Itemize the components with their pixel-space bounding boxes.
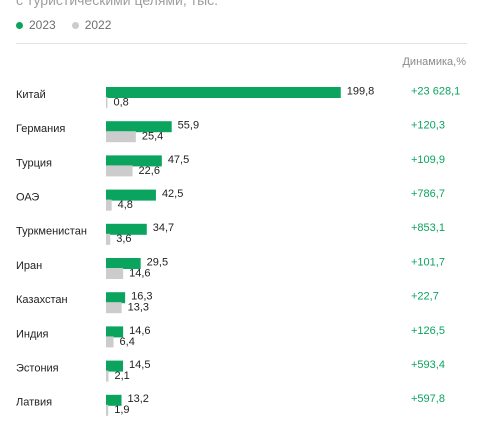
change-column-header: Динамика,%: [402, 56, 466, 68]
category-label-1: Германия: [16, 123, 65, 135]
category-label-4: Туркменистан: [16, 226, 87, 238]
bar-2023-row-5: [106, 258, 141, 269]
change-label-row-6: +22,7: [411, 291, 439, 303]
bar-2023-row-8: [106, 360, 124, 372]
bar-2023-row-1: [106, 121, 172, 133]
value-label-2023-row-0: 199,8: [347, 85, 375, 97]
category-label-0: Китай: [16, 89, 46, 101]
value-label-2022-row-0: 0,8: [114, 96, 129, 108]
value-label-2022-row-2: 22,6: [139, 165, 160, 177]
value-label-2022-row-9: 1,9: [114, 404, 129, 416]
change-label-row-9: +597,8: [411, 393, 445, 405]
bar-2022-row-9: [106, 404, 109, 416]
category-label-7: Индия: [16, 328, 49, 340]
bar-2023-row-9: [106, 394, 122, 406]
category-label-2: Турция: [16, 157, 52, 169]
bar-2023-row-4: [106, 223, 147, 235]
legend-dot-2023: [16, 21, 23, 29]
bar-2022-row-3: [106, 199, 112, 211]
header-divider: [16, 43, 467, 44]
change-label-row-1: +120,3: [411, 120, 445, 132]
value-label-2023-row-3: 42,5: [162, 188, 183, 200]
change-label-row-7: +126,5: [411, 325, 445, 337]
category-label-3: ОАЭ: [16, 192, 39, 204]
value-label-2023-row-7: 14,6: [129, 325, 150, 337]
value-label-2022-row-8: 2,1: [114, 370, 129, 382]
bar-2023-row-6: [106, 292, 126, 304]
legend-item-2022: 2022: [71, 18, 112, 32]
category-label-6: Казахстан: [16, 294, 68, 306]
value-label-2022-row-1: 25,4: [142, 131, 163, 143]
value-label-2023-row-9: 13,2: [128, 393, 149, 405]
legend-label-2023: 2023: [29, 18, 56, 32]
change-label-row-0: +23 628,1: [411, 85, 460, 97]
chart-subtitle: с туристическими целями, тыс.: [16, 0, 219, 8]
bar-2022-row-7: [106, 336, 114, 348]
bar-2023-row-7: [106, 326, 124, 338]
value-label-2023-row-6: 16,3: [131, 291, 152, 303]
change-label-row-8: +593,4: [411, 359, 445, 371]
value-label-2022-row-3: 4,8: [118, 199, 133, 211]
bar-2023-row-3: [106, 189, 156, 201]
value-label-2023-row-4: 34,7: [153, 222, 174, 234]
legend-label-2022: 2022: [84, 18, 112, 32]
value-label-2023-row-1: 55,9: [178, 120, 199, 132]
legend-item-2023: 2023: [16, 18, 56, 32]
bar-2023-row-2: [106, 155, 162, 167]
change-label-row-4: +853,1: [411, 222, 445, 234]
legend-dot-2022: [71, 21, 79, 29]
bar-2022-row-4: [106, 233, 111, 245]
bar-2022-row-2: [106, 165, 133, 177]
value-label-2022-row-6: 13,3: [128, 302, 149, 314]
change-label-row-2: +109,9: [411, 154, 445, 166]
value-label-2023-row-2: 47,5: [168, 154, 189, 166]
category-label-9: Латвия: [16, 397, 52, 409]
bar-2023-row-0: [106, 87, 341, 98]
bar-2022-row-0: [106, 97, 108, 108]
value-label-2022-row-7: 6,4: [120, 336, 135, 348]
change-label-row-3: +786,7: [411, 188, 445, 200]
value-label-2022-row-5: 14,6: [129, 267, 150, 279]
bar-2022-row-6: [106, 302, 122, 314]
value-label-2023-row-5: 29,5: [147, 256, 168, 268]
bar-2022-row-5: [106, 268, 124, 279]
change-label-row-5: +101,7: [411, 256, 445, 268]
bar-2022-row-1: [106, 131, 136, 143]
category-label-5: Иран: [16, 260, 42, 272]
legend: 2023 2022: [16, 18, 127, 32]
bar-2022-row-8: [106, 370, 109, 382]
category-label-8: Эстония: [16, 363, 59, 375]
value-label-2022-row-4: 3,6: [116, 233, 131, 245]
value-label-2023-row-8: 14,5: [129, 359, 150, 371]
